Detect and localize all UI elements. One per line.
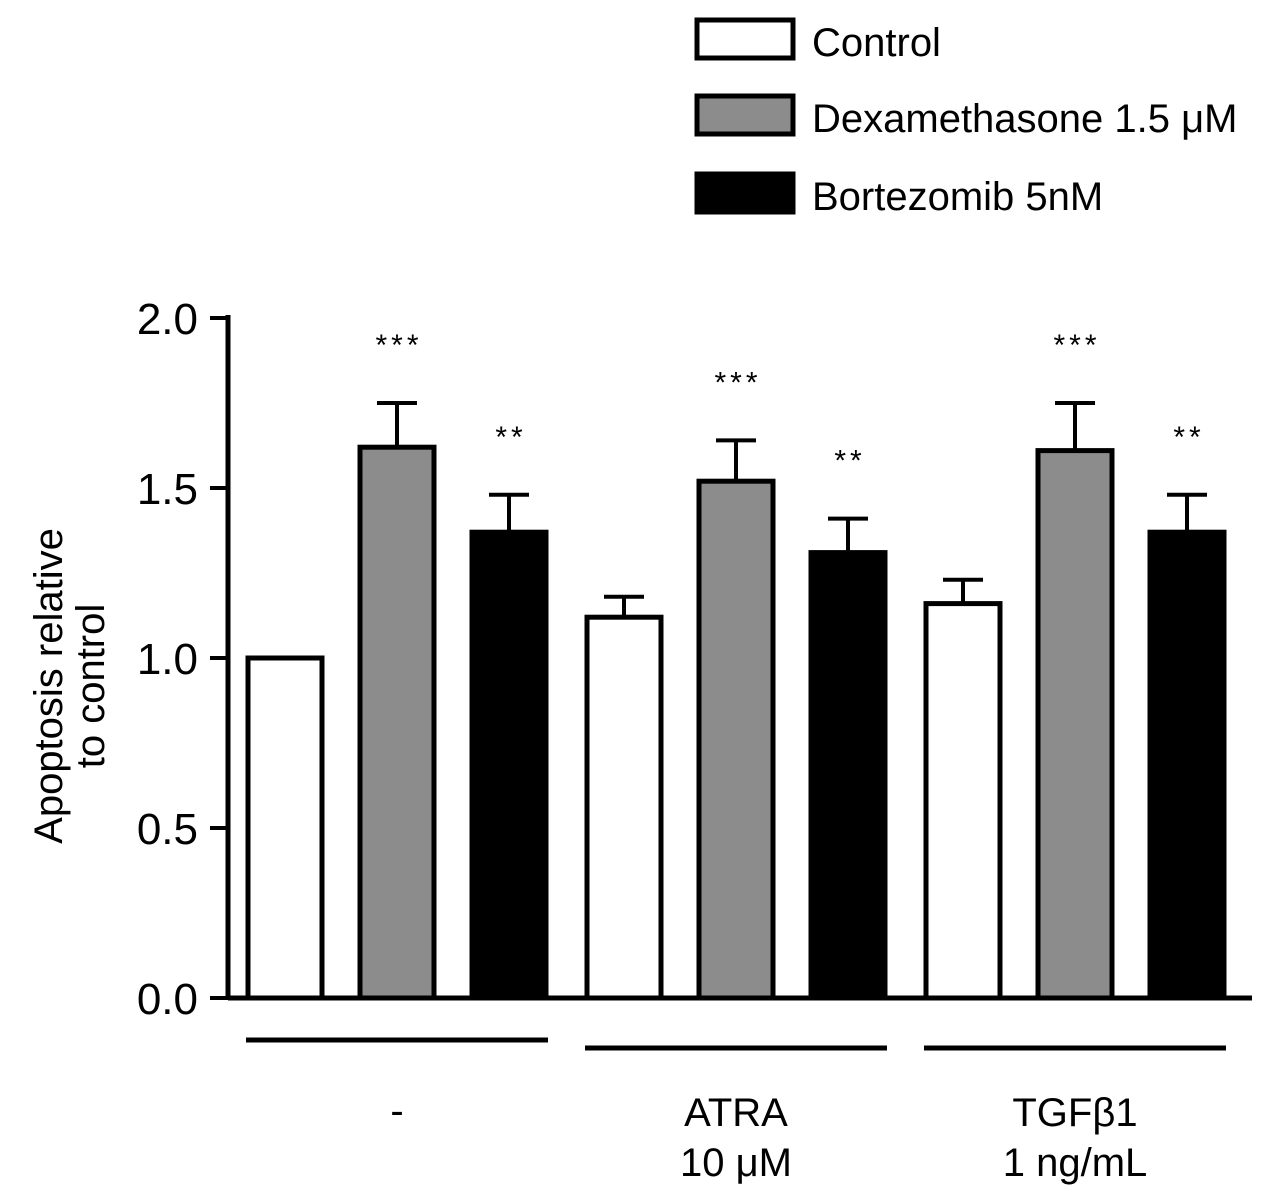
y-tick-label: 1.0	[137, 635, 198, 684]
y-axis-title-text: Apoptosis relativeto control	[27, 528, 113, 844]
y-tick-label: 2.0	[137, 295, 198, 344]
legend-swatch	[694, 171, 796, 215]
significance-label: **	[495, 421, 526, 454]
y-tick-label: 0.5	[137, 805, 198, 854]
significance-label: ***	[714, 366, 761, 399]
group-label-line: TGFβ1	[1012, 1091, 1137, 1135]
legend: Control Dexamethasone 1.5 μM Bortezomib 5n…	[694, 17, 1238, 219]
bar	[584, 614, 664, 1001]
group-label-line: 10 μM	[680, 1141, 792, 1185]
legend-label: Control	[812, 21, 941, 65]
significance-label: ***	[375, 329, 422, 362]
y-tick-label: 1.5	[137, 465, 198, 514]
bar	[1147, 529, 1227, 1001]
bar	[696, 478, 776, 1001]
legend-swatch	[694, 93, 796, 137]
y-axis: 0.0 0.5 1.0 1.5 2.0	[137, 295, 231, 1024]
y-axis-title-line: to control	[69, 604, 113, 769]
significance-label: **	[834, 445, 865, 478]
legend-swatch	[694, 17, 796, 61]
bar	[808, 550, 888, 1001]
y-axis-title: Apoptosis relativeto control	[27, 528, 113, 844]
significance-label: **	[1173, 421, 1204, 454]
group-label: ATRA 10 μM	[680, 1091, 792, 1185]
bars: ***************	[245, 329, 1227, 1001]
significance-label: ***	[1053, 329, 1100, 362]
bar	[469, 529, 549, 1001]
bar	[1035, 448, 1115, 1001]
group-label: TGFβ1 1 ng/mL	[1003, 1091, 1148, 1185]
y-axis-title-line: Apoptosis relative	[27, 528, 71, 844]
group-labels: - ATRA 10 μM TGFβ1 1 ng/mL	[246, 1037, 1226, 1185]
group-label: -	[390, 1089, 403, 1133]
bar	[923, 601, 1003, 1001]
bar	[245, 655, 325, 1001]
group-label-line: 1 ng/mL	[1003, 1141, 1148, 1185]
group-label-line: -	[390, 1089, 403, 1133]
bar	[357, 444, 437, 1001]
legend-label: Dexamethasone 1.5 μM	[812, 97, 1238, 141]
y-tick-label: 0.0	[137, 975, 198, 1024]
legend-label: Bortezomib 5nM	[812, 175, 1103, 219]
group-label-line: ATRA	[684, 1091, 788, 1135]
